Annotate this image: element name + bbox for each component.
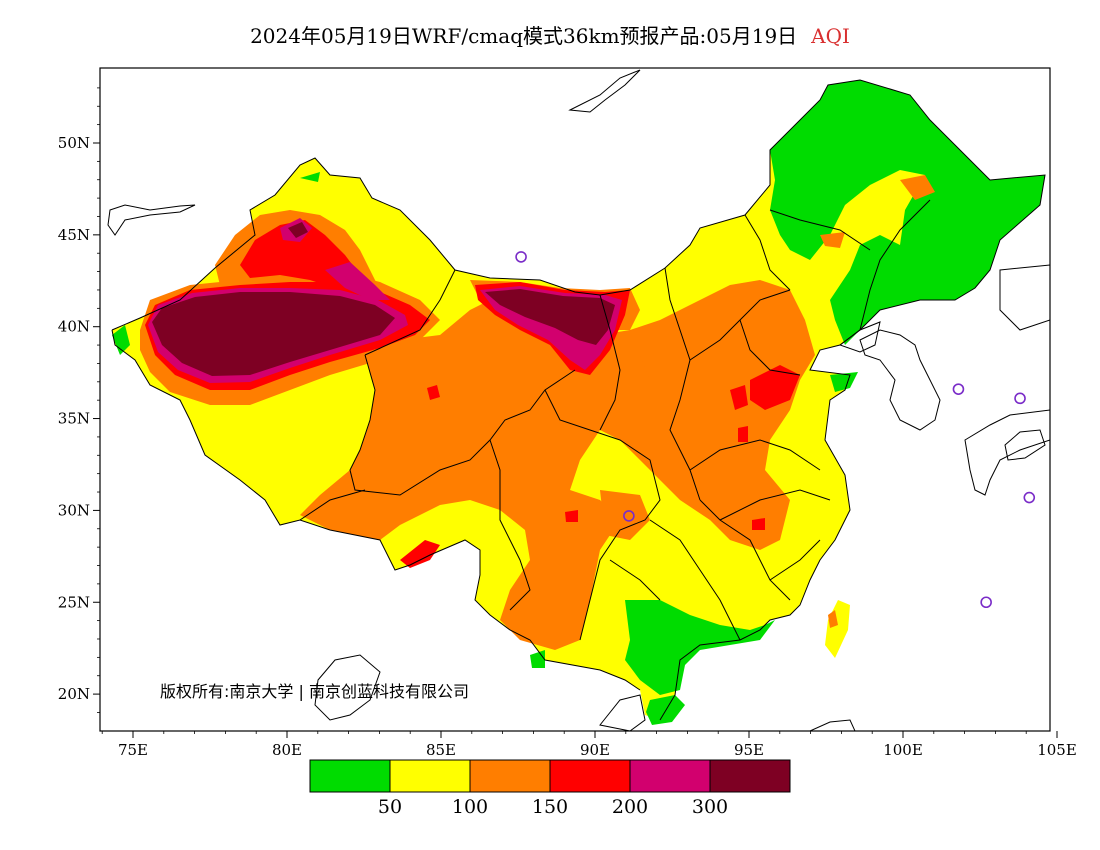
legend-swatch [709,759,791,793]
lon-tick-label: 75E [118,741,148,759]
legend-swatch [549,759,631,793]
copyright-text: 版权所有:南京大学 | 南京创蓝科技有限公司 [160,682,469,701]
station-marker [1023,491,1036,504]
station-marker [623,510,635,522]
guangxi-green-region [625,600,775,695]
northeast-orange-patch [900,175,935,200]
qinghai-red-spot [427,385,440,400]
lon-tick-label: 95E [734,741,764,759]
xinjiang-west-green [112,325,130,355]
junggar-maroon-spot [288,222,308,238]
legend-swatch [309,759,391,793]
legend-swatch [469,759,551,793]
title-variable: AQI [811,24,850,48]
legend-label: 50 [378,796,402,818]
longitude-axis: 75E80E85E90E95E100E105E110E115E120E125E1… [101,731,1077,759]
map-content: 版权所有:南京大学 | 南京创蓝科技有限公司 [107,69,1100,731]
station-marker [1092,349,1100,359]
legend-label: 100 [452,796,488,818]
lat-tick-label: 30N [58,501,90,519]
taiwan-yellow-region [825,600,850,658]
sichuan-red-spot [565,510,578,522]
tibet-red-patch [400,540,440,568]
legend-label: 150 [532,796,568,818]
taiwan-orange-spot [828,610,838,628]
title-text: 2024年05月19日WRF/cmaq模式36km预报产品:05月19日 [250,24,798,48]
map-title: 2024年05月19日WRF/cmaq模式36km预报产品:05月19日 AQI [0,20,1100,49]
lon-tick-label: 105E [1037,741,1077,759]
lat-tick-label: 35N [58,410,90,428]
liaoning-orange-patch [820,232,845,248]
hubei-red-spot [738,426,748,442]
station-marker [515,251,527,263]
taklamakan-maroon-region [152,292,395,376]
ningxia-orange-patch [610,355,650,395]
lat-tick-label: 40N [58,318,90,336]
northeast-green-region [770,80,1045,345]
station-marker [980,596,992,609]
alxa-maroon-region [485,289,615,345]
junggar-magenta-region [325,262,390,300]
central-orange-region [300,280,815,650]
xinjiang-north-green [300,172,320,182]
sichuan-west-orange-patch [600,490,650,540]
henan-red-patch [730,385,748,410]
station-marker [1014,392,1026,405]
legend-swatch [389,759,471,793]
lat-tick-label: 25N [58,593,90,611]
legend-label: 200 [612,796,648,818]
lon-tick-label: 90E [580,741,610,759]
lon-tick-label: 80E [272,741,302,759]
lat-tick-label: 50N [58,134,90,152]
foreign-coastlines [107,69,1050,731]
north-china-red-patch [750,365,800,410]
lon-tick-label: 85E [426,741,456,759]
boundary-lines [111,79,1046,721]
latitude-axis: 20N 25N 30N 35N 40N 45N 50N [58,87,100,713]
lat-tick-label: 20N [58,685,90,703]
lat-tick-label: 45N [58,226,90,244]
legend-label: 300 [692,796,728,818]
jiangxi-red-spot [752,518,765,530]
shandong-green-strip [830,372,858,392]
legend-swatch [629,759,711,793]
lon-tick-label: 100E [883,741,923,759]
aqi-legend: 50 100 150 200 300 [309,759,791,818]
map-frame [99,67,1051,732]
station-marker [952,383,965,395]
station-markers [515,251,1100,609]
yunnan-south-green [530,650,545,668]
